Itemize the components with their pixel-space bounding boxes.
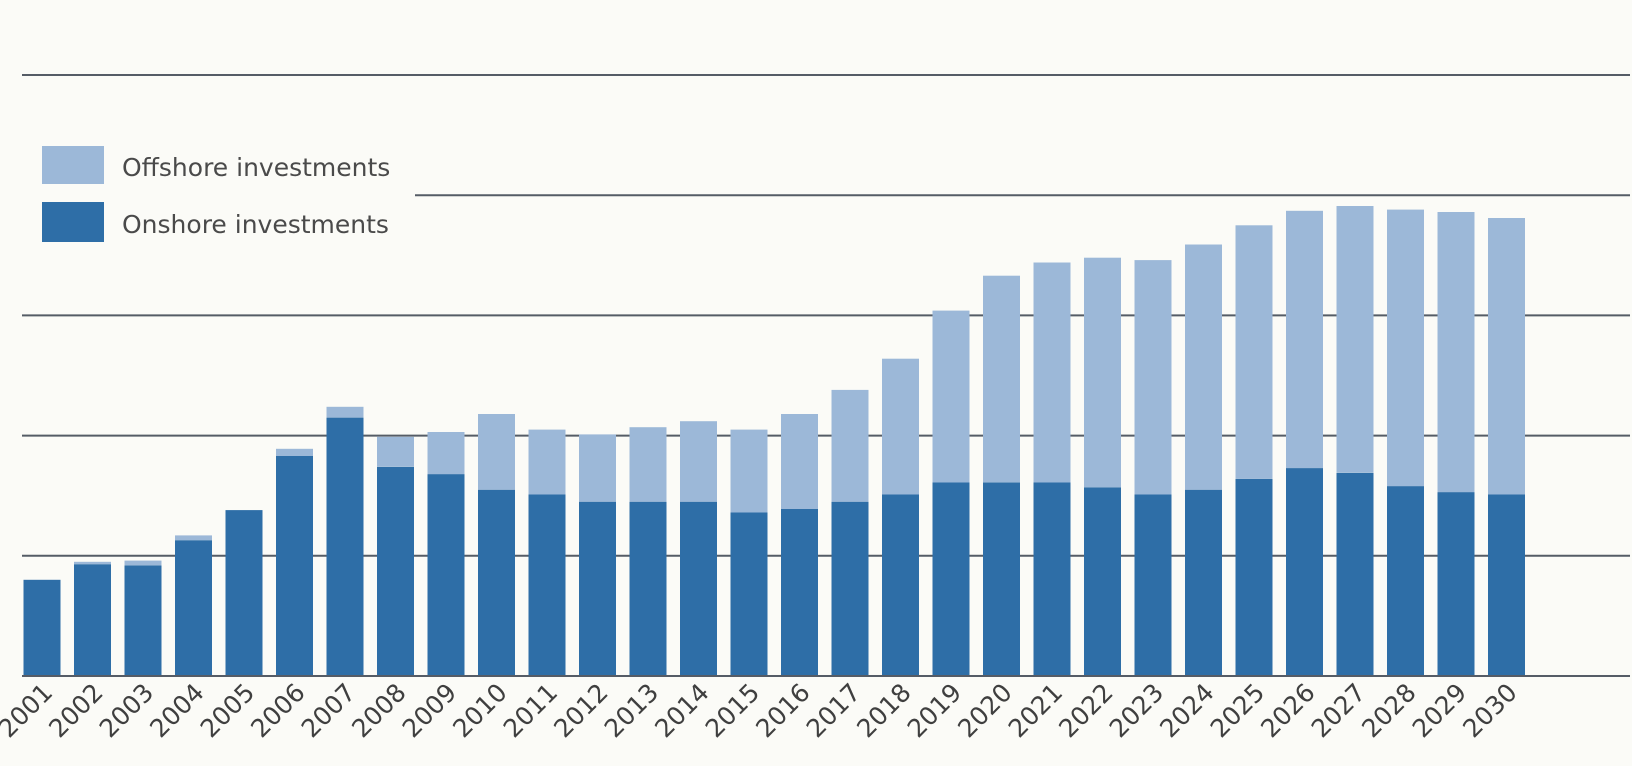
bar-offshore: [478, 414, 515, 490]
legend-label-offshore: Offshore investments: [122, 153, 390, 182]
bar-offshore: [1387, 209, 1424, 487]
bar-offshore: [629, 427, 667, 502]
bar-offshore: [1084, 257, 1121, 488]
bar-offshore: [124, 560, 162, 566]
bar-onshore: [1235, 478, 1273, 676]
x-tick-label: 2016: [750, 678, 815, 743]
bar-offshore: [1134, 260, 1172, 495]
bar-onshore: [1437, 492, 1475, 676]
legend: Offshore investments Onshore investments: [42, 146, 390, 242]
bar-onshore: [326, 417, 364, 676]
bar-onshore: [1033, 482, 1071, 676]
bar-offshore: [579, 434, 616, 502]
bar-onshore: [175, 540, 212, 676]
x-tick-label: 2018: [851, 678, 916, 743]
bar-onshore: [276, 456, 313, 676]
bar-onshore: [680, 501, 717, 676]
x-tick-label: 2017: [801, 678, 866, 743]
x-tick-label: 2029: [1407, 678, 1472, 743]
bar-onshore: [983, 482, 1020, 676]
bar-onshore: [1387, 486, 1424, 676]
bar-onshore: [579, 501, 616, 676]
bar-offshore: [1235, 225, 1273, 479]
bar-onshore: [74, 564, 111, 676]
bar-offshore: [1437, 212, 1475, 493]
bar-offshore: [1185, 244, 1222, 490]
x-tick-label: 2024: [1154, 678, 1219, 743]
bar-offshore: [680, 421, 717, 502]
x-tick-label: 2012: [548, 678, 613, 743]
x-tick-label: 2023: [1104, 678, 1169, 743]
x-tick-label: 2007: [296, 678, 361, 743]
x-tick-label: 2006: [245, 678, 310, 743]
bar-offshore: [175, 535, 212, 541]
bar-onshore: [932, 482, 970, 676]
bar-offshore: [730, 429, 768, 513]
bar-onshore: [377, 466, 414, 676]
x-tick-label: 2010: [447, 678, 512, 743]
x-tick-label: 2002: [43, 678, 108, 743]
x-tick-label: 2011: [498, 678, 563, 743]
bar-onshore: [831, 501, 869, 676]
bar-offshore: [1033, 262, 1071, 483]
bar-offshore: [427, 432, 465, 475]
bar-onshore: [1336, 472, 1374, 676]
legend-swatch-offshore: [42, 146, 104, 184]
bars: [23, 206, 1525, 676]
x-tick-label: 2026: [1255, 678, 1320, 743]
bar-onshore: [528, 494, 566, 676]
x-tick-label: 2021: [1003, 678, 1068, 743]
bar-offshore: [1336, 206, 1374, 473]
bar-onshore: [225, 510, 263, 676]
bar-offshore: [983, 275, 1020, 483]
legend-label-onshore: Onshore investments: [122, 210, 389, 239]
bar-onshore: [1185, 489, 1222, 676]
bar-offshore: [882, 358, 919, 495]
x-axis-tick-labels: 2001200220032004200520062007200820092010…: [0, 678, 1523, 743]
bar-onshore: [23, 579, 61, 676]
bar-offshore: [528, 429, 566, 495]
x-tick-label: 2022: [1053, 678, 1118, 743]
bar-offshore: [831, 389, 869, 502]
x-tick-label: 2014: [649, 678, 714, 743]
bar-onshore: [882, 494, 919, 676]
x-tick-label: 2008: [346, 678, 411, 743]
bar-onshore: [1134, 494, 1172, 676]
x-tick-label: 2004: [144, 678, 209, 743]
bar-offshore: [1286, 210, 1323, 469]
bar-offshore: [74, 561, 111, 565]
x-tick-label: 2027: [1306, 678, 1371, 743]
bar-onshore: [1488, 494, 1525, 676]
bar-onshore: [629, 501, 667, 676]
bar-offshore: [781, 414, 818, 509]
bar-onshore: [427, 474, 465, 676]
x-tick-label: 2028: [1356, 678, 1421, 743]
bar-onshore: [1084, 487, 1121, 676]
x-tick-label: 2013: [599, 678, 664, 743]
x-tick-label: 2005: [195, 678, 260, 743]
bar-offshore: [377, 436, 414, 467]
x-tick-label: 2015: [700, 678, 765, 743]
x-tick-label: 2003: [94, 678, 159, 743]
bar-offshore: [326, 406, 364, 418]
bar-onshore: [781, 508, 818, 676]
bar-offshore: [1488, 218, 1525, 495]
x-tick-label: 2001: [0, 678, 58, 743]
bar-onshore: [124, 565, 162, 676]
x-tick-label: 2030: [1457, 678, 1522, 743]
bar-offshore: [276, 448, 313, 456]
x-tick-label: 2009: [397, 678, 462, 743]
x-tick-label: 2019: [902, 678, 967, 743]
bar-onshore: [1286, 468, 1323, 676]
bar-onshore: [478, 489, 515, 676]
bar-onshore: [730, 512, 768, 676]
x-tick-label: 2020: [952, 678, 1017, 743]
bar-offshore: [932, 310, 970, 483]
x-tick-label: 2025: [1205, 678, 1270, 743]
legend-swatch-onshore: [42, 202, 104, 242]
